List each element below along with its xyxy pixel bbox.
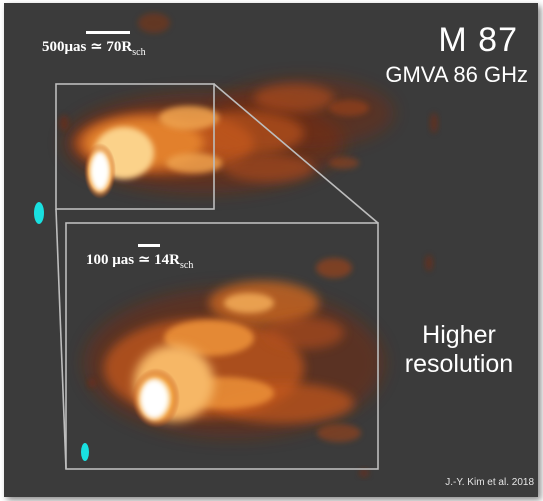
scale-label-large: 500μas ≃ 70Rsch bbox=[42, 39, 146, 61]
figure-subtitle: GMVA 86 GHz bbox=[385, 62, 528, 87]
scale-bar-large bbox=[86, 31, 130, 34]
scale-label-small: 100 μas ≃ 14Rsch bbox=[86, 252, 193, 274]
beam-ellipse-lower bbox=[81, 443, 89, 461]
scale-sub: sch bbox=[180, 260, 194, 271]
scale-unit: μas bbox=[112, 252, 135, 268]
scale-bar-small bbox=[138, 244, 160, 247]
scale-sub: sch bbox=[132, 47, 146, 58]
zoom-frames bbox=[55, 83, 379, 470]
jet-lower bbox=[84, 258, 384, 442]
scale-value: 100 bbox=[86, 252, 109, 268]
jet-upper bbox=[64, 13, 394, 199]
jet-image bbox=[34, 13, 438, 477]
resolution-note: Higher resolution bbox=[404, 321, 514, 378]
image-panel: 500μas ≃ 70Rsch 100 μas ≃ 14Rsch M 87 GM… bbox=[4, 3, 538, 497]
scale-equiv: ≃ 70R bbox=[90, 39, 133, 55]
scale-equiv: ≃ 14R bbox=[137, 252, 180, 268]
scale-unit: μas bbox=[64, 39, 87, 55]
credit-text: J.-Y. Kim et al. 2018 bbox=[445, 477, 534, 488]
noise-blobs bbox=[59, 113, 438, 477]
figure-title: M 87 bbox=[438, 21, 518, 59]
beam-ellipse-upper bbox=[34, 202, 44, 224]
scale-value: 500 bbox=[42, 39, 65, 55]
